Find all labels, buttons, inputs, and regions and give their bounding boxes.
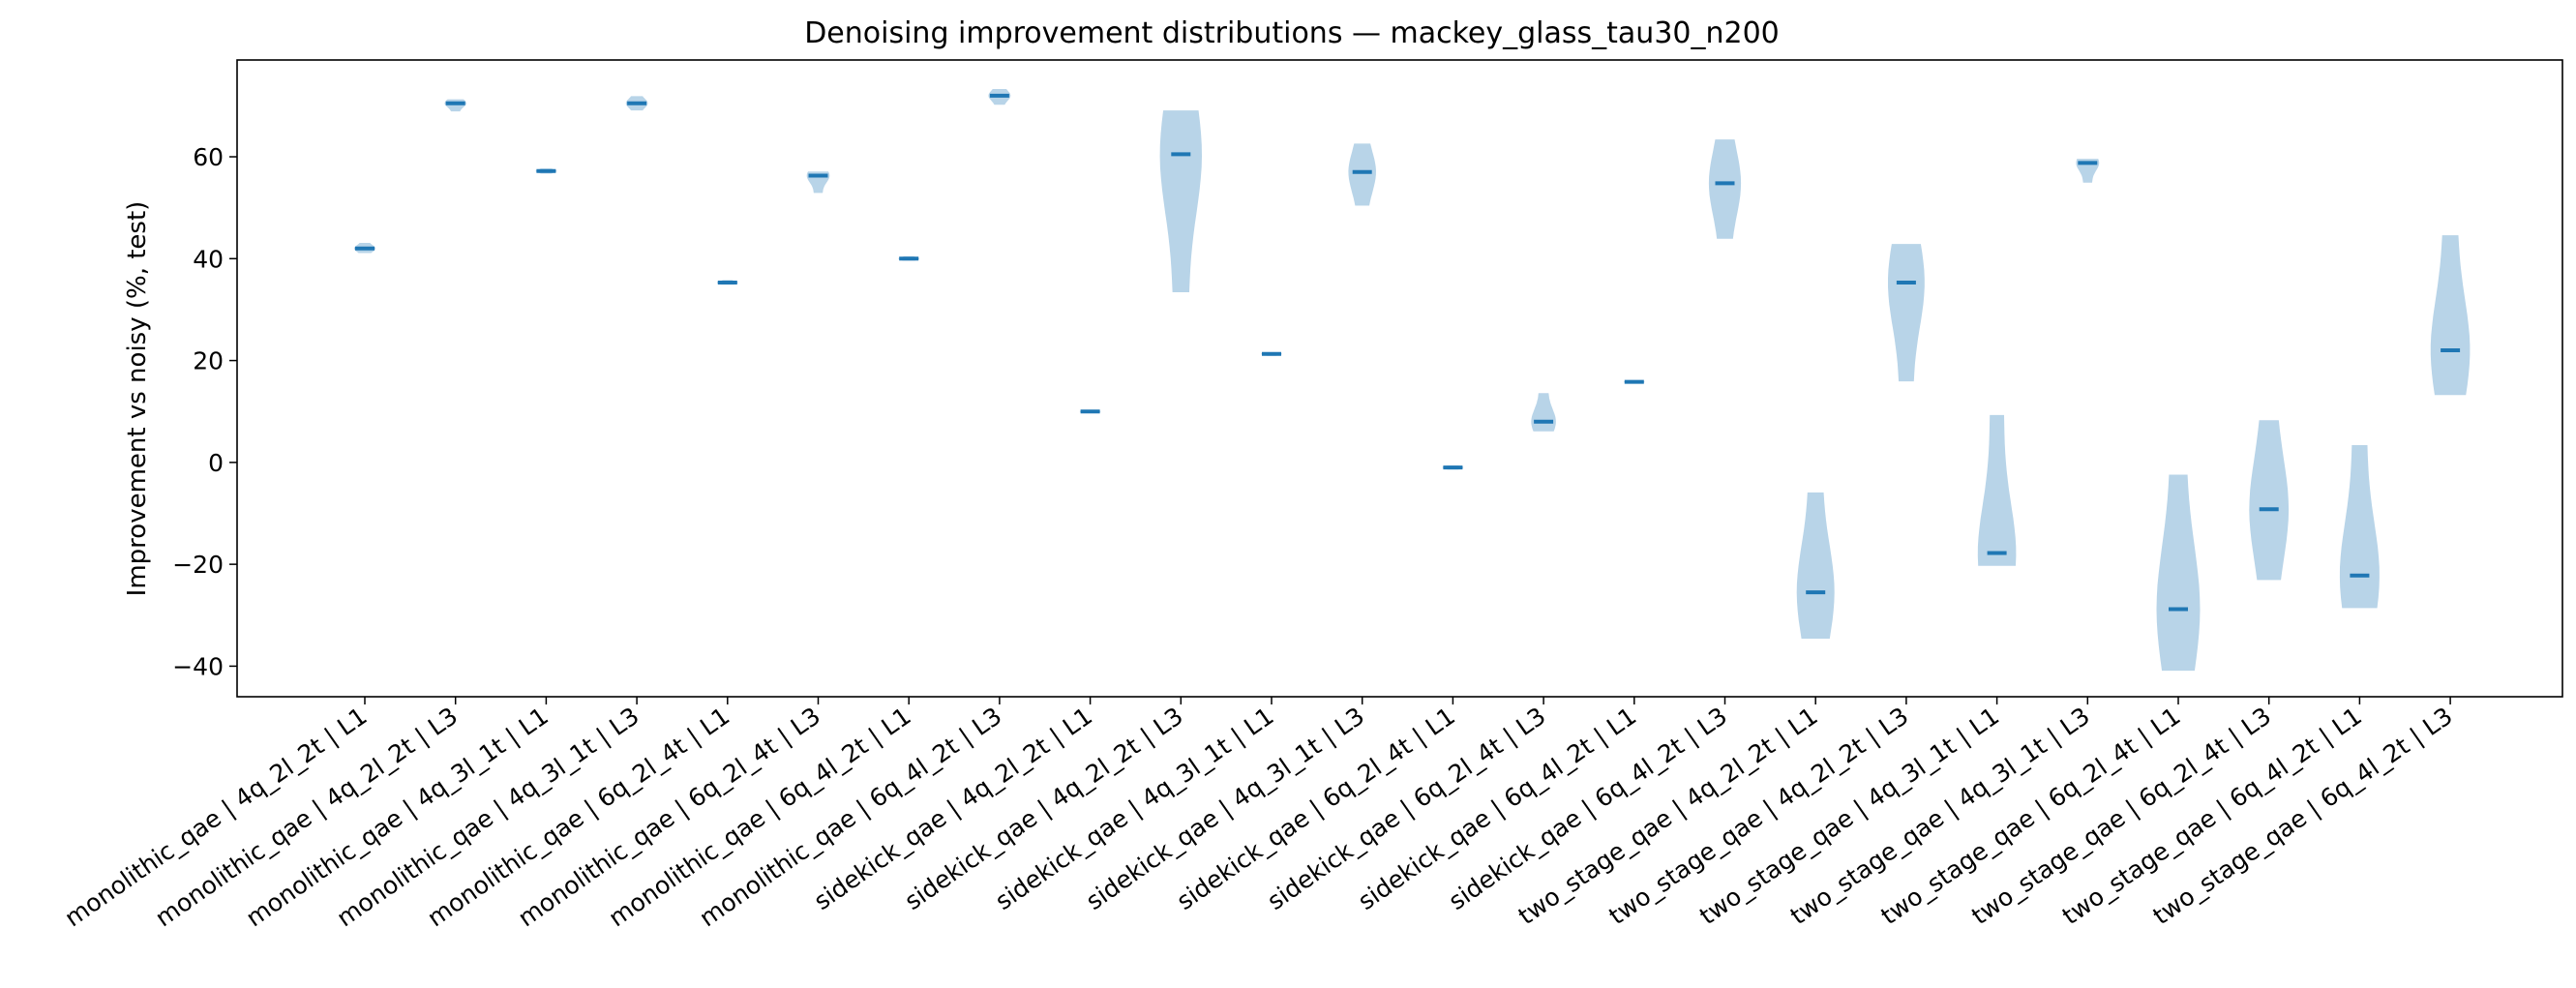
violin-body [2156, 474, 2201, 672]
violin-body [1531, 393, 1556, 432]
violin-body [1708, 139, 1742, 239]
violin-body [2339, 445, 2380, 609]
y-tick-label: −20 [172, 551, 224, 579]
y-tick-label: 60 [193, 143, 224, 171]
y-axis-ticks: −40 −20 0 20 40 60 [172, 143, 237, 680]
violin-body [1796, 492, 1835, 639]
violin-body [1888, 244, 1925, 382]
y-tick-label: 20 [193, 347, 224, 375]
y-axis-label: Improvement vs noisy (%, test) [123, 201, 152, 597]
medians-layer [355, 93, 2461, 612]
violins-layer [353, 89, 2471, 672]
violin-body [2076, 159, 2100, 183]
violin-body [1348, 143, 1377, 206]
violin-body [1159, 110, 1203, 292]
violin-body [1977, 414, 2017, 566]
y-tick-label: 0 [208, 449, 224, 477]
y-tick-label: −40 [172, 652, 224, 680]
violin-body [2249, 420, 2290, 581]
x-axis-ticks: monolithic_qae | 4q_2l_2t | L1monolithic… [60, 697, 2458, 932]
chart-title: Denoising improvement distributions — ma… [804, 16, 1780, 50]
plot-frame [236, 59, 2563, 698]
violin-body [2430, 235, 2471, 396]
y-tick-label: 40 [193, 245, 224, 273]
